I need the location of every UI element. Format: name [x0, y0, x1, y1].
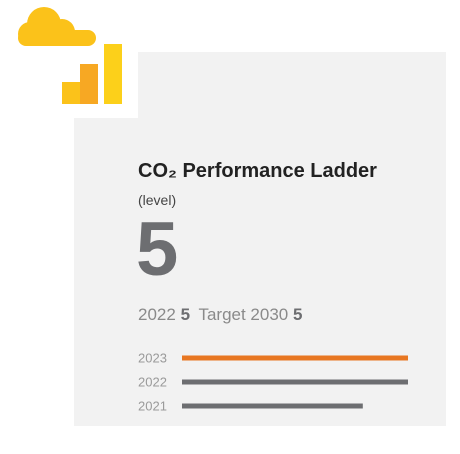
bar — [182, 379, 408, 385]
bar — [182, 403, 363, 409]
category-label: 2023 — [138, 351, 167, 366]
card-title: CO₂ Performance Ladder — [138, 160, 377, 182]
category-label: 2022 — [138, 375, 167, 390]
previous-label: 2022 — [138, 305, 176, 324]
bars-icon — [62, 44, 122, 104]
card-subtitle: (level) — [138, 192, 176, 208]
kpi-value: 5 — [136, 207, 178, 292]
comparison-line: 2022 5 Target 2030 5 — [138, 305, 302, 324]
bar — [182, 355, 408, 361]
category-label: 2021 — [138, 399, 167, 414]
cloud-icon — [18, 7, 96, 46]
previous-value: 5 — [181, 305, 190, 324]
target-label: Target 2030 — [198, 305, 288, 324]
target-value: 5 — [293, 305, 302, 324]
